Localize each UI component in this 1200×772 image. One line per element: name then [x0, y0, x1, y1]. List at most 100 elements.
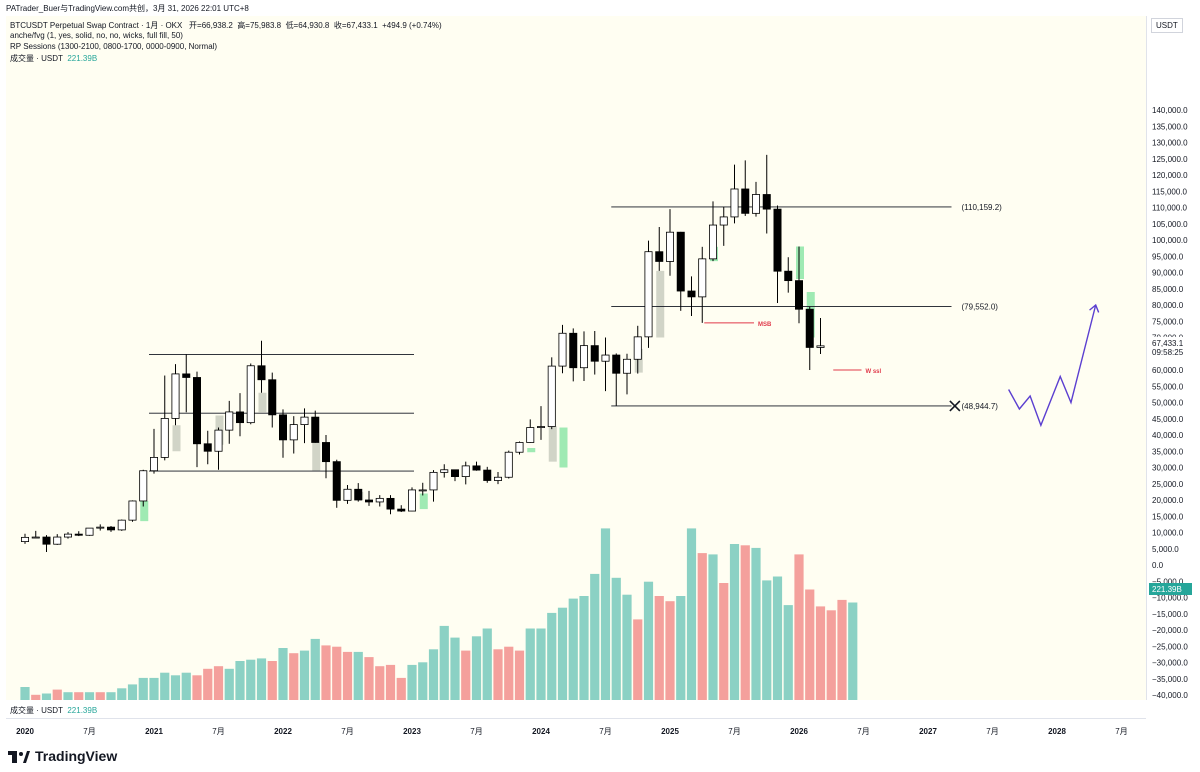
time-tick-label: 2020 [16, 727, 34, 736]
time-tick-label: 7月 [341, 727, 353, 736]
volume-bar [643, 581, 654, 700]
volume-value-badge [1149, 583, 1192, 595]
time-tick-label: 2021 [145, 727, 163, 736]
volume-bar [633, 619, 643, 700]
candle-body [784, 270, 793, 282]
time-tick-label: 7月 [1115, 727, 1127, 736]
ohlc-close: 收=67,433.1 [333, 21, 378, 30]
price-tick-label: 130,000.0 [1152, 139, 1188, 148]
price-tick-label: 40,000.0 [1152, 431, 1184, 440]
candle-body [504, 451, 513, 478]
candle-body [182, 373, 191, 378]
candle-body [719, 216, 728, 226]
volume-pane-legend[interactable]: 成交量 · USDT 221.39B [10, 705, 97, 716]
candle-body [246, 365, 255, 424]
symbol-ohlc-line[interactable]: BTCUSDT Perpetual Swap Contract · 1月 · O… [10, 20, 442, 31]
candle-body [214, 429, 223, 452]
candle-body [407, 489, 416, 512]
candle-body [42, 536, 51, 545]
level-label: (110,159.2) [962, 203, 1003, 212]
candle-body [149, 457, 158, 472]
symbol-title[interactable]: BTCUSDT Perpetual Swap Contract · 1月 · O… [10, 21, 183, 30]
volume-bar [192, 675, 202, 700]
annotation-label: MSB [758, 322, 772, 328]
publisher-line: PATrader_Buer与TradingView.com共创，3月 31, 2… [6, 4, 249, 13]
price-tick-label: −10,000.0 [1152, 594, 1188, 603]
volume-bar [149, 677, 159, 700]
candle-body [515, 442, 524, 453]
volume-bar [471, 636, 482, 700]
volume-bar [213, 666, 224, 700]
price-tick-label: 10,000.0 [1152, 529, 1184, 538]
x-marker [949, 400, 961, 412]
volume-bar [708, 554, 718, 700]
ohlc-open: 开=66,938.2 [189, 21, 233, 30]
price-axis[interactable]: 140,000.0 135,000.0 130,000.0 125,000.0 120,… [1146, 16, 1200, 700]
candle-body [644, 251, 653, 338]
price-tick-label: 95,000.0 [1152, 252, 1184, 261]
volume-bar [686, 528, 697, 700]
volume-bar [514, 650, 525, 700]
candle-body [601, 354, 610, 362]
candle-body [698, 258, 707, 298]
volume-bar [697, 553, 707, 700]
volume-legend[interactable]: 成交量 · USDT 221.39B [10, 53, 97, 64]
candle-body [139, 470, 148, 502]
indicator-sessions[interactable]: RP Sessions (1300-2100, 0800-1700, 0000-… [10, 42, 218, 51]
candle-body [483, 469, 492, 481]
price-tick-label: 135,000.0 [1152, 122, 1188, 131]
tradingview-logo[interactable]: TradingView [8, 748, 117, 764]
volume-bar [289, 653, 299, 700]
volume-bar [267, 661, 277, 700]
candle-body [472, 465, 481, 471]
currency-selector[interactable]: USDT [1151, 18, 1183, 33]
candle-body [20, 536, 29, 542]
volume-bar [579, 596, 589, 700]
volume-bar [396, 677, 406, 700]
volume-bar [428, 649, 439, 700]
price-tick-label: 55,000.0 [1152, 382, 1184, 391]
candle-body [192, 377, 201, 445]
volume-bar [439, 625, 449, 700]
fvg-zone [634, 348, 643, 373]
candle-body [128, 500, 137, 521]
candle-body [203, 443, 212, 452]
candle-body [278, 414, 287, 441]
candle-body [773, 208, 782, 272]
candle-body [526, 427, 535, 443]
time-tick-label: 7月 [470, 727, 482, 736]
volume-bar [332, 646, 342, 700]
price-axis-labels: 140,000.0 135,000.0 130,000.0 125,000.0 120,… [1149, 106, 1192, 700]
volume-bar [837, 599, 847, 700]
volume-bar [385, 664, 396, 700]
chart-area[interactable]: (110,159.2) (79,552.0) (48,944.7) MSB W ssl [6, 16, 1146, 700]
candle-body [633, 336, 642, 360]
volume-bar [321, 645, 331, 700]
candle-body [612, 354, 621, 374]
candle-body [569, 332, 578, 369]
candlestick-chart[interactable]: (110,159.2) (79,552.0) (48,944.7) MSB W ssl [6, 16, 1146, 700]
volume-bar [762, 580, 772, 700]
time-tick-label: 2026 [790, 727, 808, 736]
level-label: (79,552.0) [962, 302, 999, 311]
indicator-fvg[interactable]: anche/fvg (1, yes, solid, no, no, wicks,… [10, 31, 183, 40]
price-tick-label: 15,000.0 [1152, 512, 1184, 521]
candle-body [386, 497, 395, 510]
fvg-zone [527, 448, 536, 453]
volume-bar [278, 648, 288, 700]
time-tick-label: 2025 [661, 727, 679, 736]
candle-body [354, 488, 363, 501]
volume-bar [342, 651, 353, 700]
volume-bar [235, 661, 245, 700]
volume-bar [654, 596, 664, 700]
price-tick-label: 85,000.0 [1152, 285, 1184, 294]
volume-legend-label: 成交量 · USDT [10, 54, 63, 63]
volume-bar [203, 668, 213, 700]
candle-body [558, 332, 567, 367]
candle-body [53, 536, 62, 545]
candle-body [343, 488, 352, 501]
tradingview-brand: TradingView [35, 748, 118, 764]
time-axis[interactable]: 2020 7月 2021 7月 2022 7月 2023 7月 2024 7月 2025 7月 2026… [6, 718, 1146, 741]
candle-body [547, 365, 556, 427]
volume-bar [557, 607, 568, 700]
